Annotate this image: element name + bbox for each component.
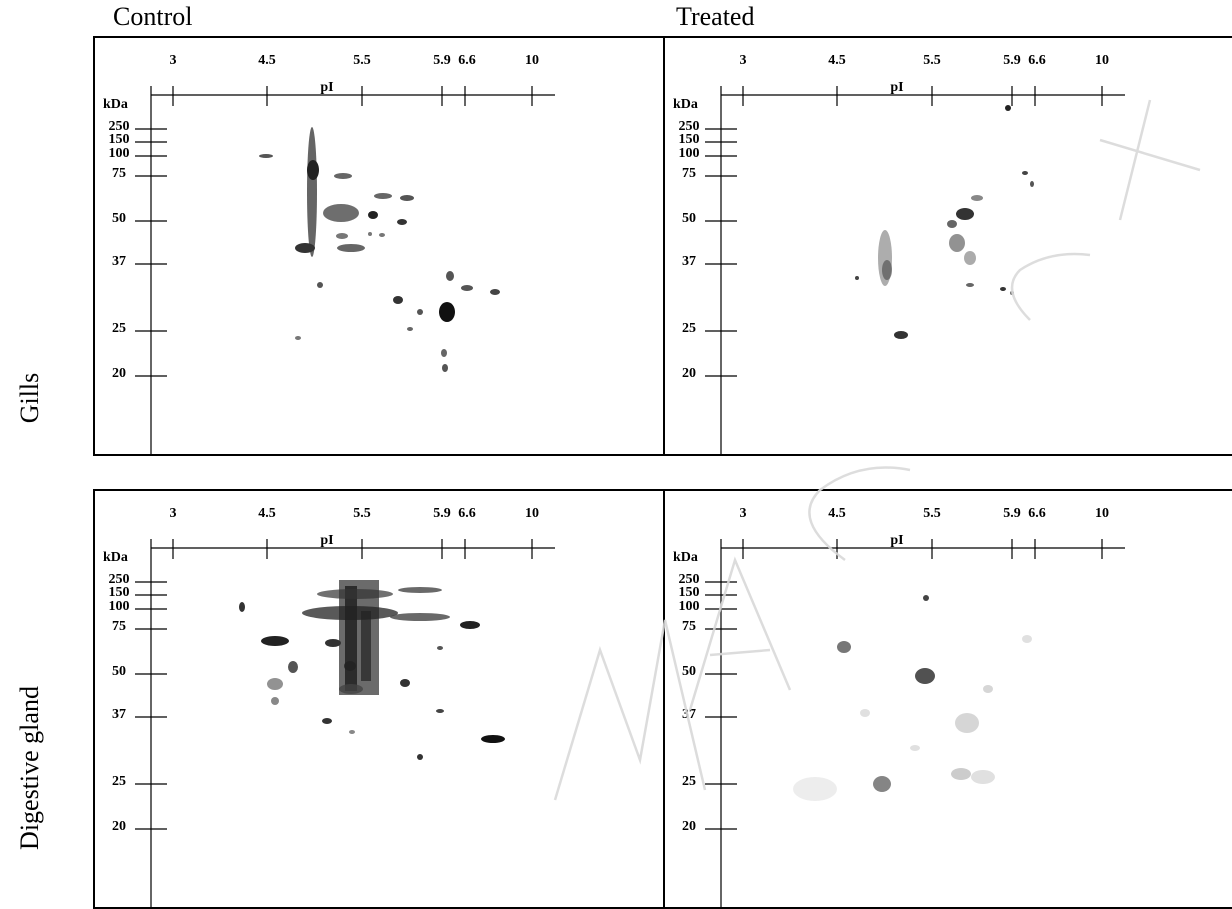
pi-tick-label: 5.9 bbox=[433, 53, 451, 68]
gel-panel-gills-control: 3 4.5 5.5 5.9 6.6 10 pI kDa 250 150 100 75 50 37 25 20 bbox=[93, 36, 665, 456]
pi-tick-label: 10 bbox=[1095, 506, 1109, 521]
column-title-control: Control bbox=[113, 2, 193, 31]
pi-tick-label: 6.6 bbox=[1028, 506, 1046, 521]
kda-tick-label: 50 bbox=[682, 664, 696, 679]
pi-tick-label: 4.5 bbox=[258, 53, 276, 68]
pi-tick-label: 4.5 bbox=[828, 53, 846, 68]
pi-axis-title: pI bbox=[890, 533, 903, 548]
pi-tick-label: 3 bbox=[170, 506, 177, 521]
kda-tick-label: 25 bbox=[682, 321, 696, 336]
pi-tick-label: 6.6 bbox=[1028, 53, 1046, 68]
kda-axis-title: kDa bbox=[673, 550, 698, 565]
kda-tick-label: 25 bbox=[682, 774, 696, 789]
pi-tick-label: 3 bbox=[170, 53, 177, 68]
pi-tick-label: 3 bbox=[740, 506, 747, 521]
gel-panel-gills-treated: 3 4.5 5.5 5.9 6.6 10 pI kDa 250 150 100 75 50 37 25 20 bbox=[663, 36, 1232, 456]
kda-tick-label: 250 bbox=[679, 119, 700, 134]
pi-tick-label: 10 bbox=[1095, 53, 1109, 68]
kda-tick-label: 150 bbox=[679, 132, 700, 147]
gel-panel-digestive-control: 3 4.5 5.5 5.9 6.6 10 pI kDa 250 150 100 75 50 37 25 20 bbox=[93, 489, 665, 909]
gel-panel-digestive-treated: 3 4.5 5.5 5.9 6.6 10 pI kDa 250 150 100 75 50 37 25 20 bbox=[663, 489, 1232, 909]
kda-tick-label: 50 bbox=[112, 211, 126, 226]
kda-tick-label: 150 bbox=[109, 585, 130, 600]
pi-tick-label: 5.5 bbox=[353, 506, 371, 521]
kda-tick-label: 100 bbox=[109, 599, 130, 614]
kda-axis-title: kDa bbox=[103, 97, 128, 112]
pi-tick-label: 10 bbox=[525, 53, 539, 68]
pi-tick-label: 3 bbox=[740, 53, 747, 68]
protein-spots bbox=[259, 127, 500, 372]
kda-tick-label: 150 bbox=[109, 132, 130, 147]
kda-tick-label: 50 bbox=[682, 211, 696, 226]
pi-tick-label: 5.9 bbox=[1003, 53, 1021, 68]
protein-spots bbox=[855, 105, 1034, 339]
pi-axis-title: pI bbox=[320, 533, 333, 548]
kda-tick-label: 100 bbox=[679, 146, 700, 161]
pi-tick-label: 6.6 bbox=[458, 506, 476, 521]
kda-tick-label: 100 bbox=[109, 146, 130, 161]
kda-tick-label: 20 bbox=[112, 819, 126, 834]
kda-tick-label: 150 bbox=[679, 585, 700, 600]
pi-tick-label: 5.5 bbox=[923, 53, 941, 68]
kda-tick-label: 37 bbox=[112, 254, 126, 269]
kda-tick-label: 250 bbox=[109, 572, 130, 587]
pi-tick-label: 4.5 bbox=[828, 506, 846, 521]
kda-axis-title: kDa bbox=[103, 550, 128, 565]
kda-tick-label: 250 bbox=[109, 119, 130, 134]
protein-spots bbox=[793, 595, 1032, 801]
pi-tick-label: 5.9 bbox=[433, 506, 451, 521]
pi-tick-label: 5.9 bbox=[1003, 506, 1021, 521]
pi-axis-title: pI bbox=[890, 80, 903, 95]
kda-tick-label: 20 bbox=[112, 366, 126, 381]
pi-tick-label: 4.5 bbox=[258, 506, 276, 521]
pi-tick-label: 5.5 bbox=[353, 53, 371, 68]
kda-tick-label: 75 bbox=[682, 619, 696, 634]
protein-spots bbox=[239, 580, 505, 760]
kda-axis-title: kDa bbox=[673, 97, 698, 112]
kda-tick-label: 75 bbox=[112, 619, 126, 634]
kda-tick-label: 37 bbox=[682, 254, 696, 269]
kda-tick-label: 50 bbox=[112, 664, 126, 679]
row-label-gills: Gills bbox=[15, 372, 44, 424]
kda-tick-label: 37 bbox=[682, 707, 696, 722]
kda-tick-label: 25 bbox=[112, 774, 126, 789]
kda-tick-label: 37 bbox=[112, 707, 126, 722]
kda-tick-label: 75 bbox=[682, 166, 696, 181]
row-label-digestive-gland: Digestive gland bbox=[15, 686, 44, 850]
kda-tick-label: 20 bbox=[682, 366, 696, 381]
column-title-treated: Treated bbox=[676, 2, 755, 31]
kda-tick-label: 20 bbox=[682, 819, 696, 834]
pi-tick-label: 6.6 bbox=[458, 53, 476, 68]
kda-tick-label: 25 bbox=[112, 321, 126, 336]
pi-tick-label: 10 bbox=[525, 506, 539, 521]
kda-tick-label: 75 bbox=[112, 166, 126, 181]
pi-axis-title: pI bbox=[320, 80, 333, 95]
pi-tick-label: 5.5 bbox=[923, 506, 941, 521]
kda-tick-label: 100 bbox=[679, 599, 700, 614]
